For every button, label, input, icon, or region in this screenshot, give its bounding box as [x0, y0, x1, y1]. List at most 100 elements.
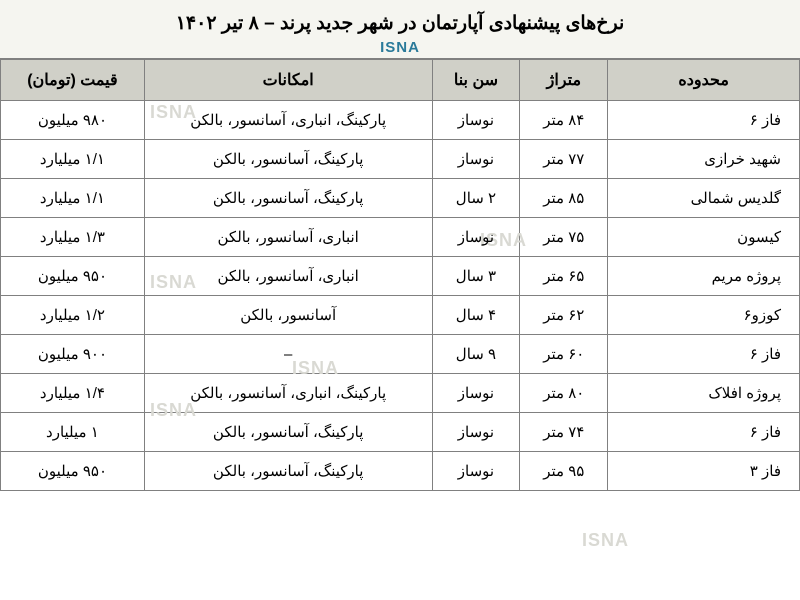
cell-text: پارکینگ، انباری، آسانسور، بالکن: [190, 112, 386, 129]
cell-text: فاز ۶: [750, 112, 781, 129]
table-row: پروژه مریم ۶۵ متر ۳ سال انباری، آسانسور، با…: [1, 257, 800, 296]
table-row: فاز ۶ ۶۰ متر ۹ سال – ۹۰۰ میلیون: [1, 335, 800, 374]
col-header-features: امکانات: [144, 60, 432, 101]
price-table: محدوده متراژ سن بنا امکانات قیمت (تومان)…: [0, 59, 800, 491]
cell-text: شهید خرازی: [704, 151, 781, 168]
cell-text: انباری، آسانسور، بالکن: [218, 229, 359, 246]
cell-text: پروژه مریم: [712, 268, 781, 285]
cell-features: پارکینگ، آسانسور، بالکن: [144, 452, 432, 491]
cell-text: نوساز: [458, 385, 494, 402]
cell-text: پارکینگ، انباری، آسانسور، بالکن: [190, 385, 386, 402]
cell-text: نوساز: [458, 151, 494, 168]
cell-age: نوساز: [432, 218, 520, 257]
cell-text: فاز ۶: [750, 424, 781, 441]
cell-features: پارکینگ، آسانسور، بالکن: [144, 179, 432, 218]
cell-text: ۹۸۰ میلیون: [38, 112, 107, 129]
cell-size: ۶۵ متر: [520, 257, 608, 296]
cell-size: ۷۷ متر: [520, 140, 608, 179]
table-container: نرخ‌های پیشنهادی آپارتمان در شهر جدید پر…: [0, 0, 800, 491]
cell-area: فاز ۶: [608, 413, 800, 452]
cell-area: پروژه افلاک: [608, 374, 800, 413]
cell-features: انباری، آسانسور، بالکن: [144, 257, 432, 296]
cell-price: ۱/۱ میلیارد: [1, 179, 145, 218]
cell-area: شهید خرازی: [608, 140, 800, 179]
cell-text: کوزو۶: [744, 307, 781, 324]
cell-text: ۷۴ متر: [543, 424, 584, 441]
cell-size: ۶۲ متر: [520, 296, 608, 335]
table-header: محدوده متراژ سن بنا امکانات قیمت (تومان): [1, 60, 800, 101]
cell-size: ۶۰ متر: [520, 335, 608, 374]
cell-text: –: [284, 346, 292, 363]
cell-text: ۹۵۰ میلیون: [38, 268, 107, 285]
cell-text: ۸۵ متر: [543, 190, 584, 207]
cell-text: نوساز: [458, 463, 494, 480]
cell-price: ۹۵۰ میلیون: [1, 257, 145, 296]
cell-text: آسانسور، بالکن: [240, 307, 336, 324]
table-row: پروژه افلاک ۸۰ متر نوساز پارکینگ، انباری، آ…: [1, 374, 800, 413]
cell-text: پارکینگ، آسانسور، بالکن: [213, 424, 364, 441]
cell-age: ۲ سال: [432, 179, 520, 218]
cell-price: ۱/۳ میلیارد: [1, 218, 145, 257]
cell-text: ۸۰ متر: [543, 385, 584, 402]
cell-text: ۶۵ متر: [543, 268, 584, 285]
cell-text: ۹۵۰ میلیون: [38, 463, 107, 480]
source-label: ISNA: [0, 39, 800, 56]
cell-text: ۱/۲ میلیارد: [40, 307, 105, 324]
cell-text: ۴ سال: [456, 307, 496, 324]
cell-age: ۴ سال: [432, 296, 520, 335]
cell-features: پارکینگ، آسانسور، بالکن: [144, 140, 432, 179]
page-title: نرخ‌های پیشنهادی آپارتمان در شهر جدید پر…: [0, 12, 800, 35]
table-row: کیسون ۷۵ متر نوساز انباری، آسانسور، بالکن ۱/…: [1, 218, 800, 257]
cell-text: ۸۴ متر: [543, 112, 584, 129]
cell-price: ۹۰۰ میلیون: [1, 335, 145, 374]
cell-price: ۱ میلیارد: [1, 413, 145, 452]
cell-text: ۹ سال: [456, 346, 496, 363]
cell-text: ۱/۱ میلیارد: [40, 190, 105, 207]
cell-size: ۸۵ متر: [520, 179, 608, 218]
col-header-area: محدوده: [608, 60, 800, 101]
cell-area: پروژه مریم: [608, 257, 800, 296]
table-row: کوزو۶ ۶۲ متر ۴ سال آسانسور، بالکن ۱/۲ میلیار…: [1, 296, 800, 335]
cell-text: نوساز: [458, 424, 494, 441]
cell-text: پروژه افلاک: [708, 385, 781, 402]
col-header-price: قیمت (تومان): [1, 60, 145, 101]
cell-text: ۱ میلیارد: [46, 424, 99, 441]
cell-price: ۱/۱ میلیارد: [1, 140, 145, 179]
cell-text: ۷۷ متر: [543, 151, 584, 168]
cell-text: کیسون: [737, 229, 781, 246]
cell-age: نوساز: [432, 413, 520, 452]
cell-text: گلدیس شمالی: [691, 190, 781, 207]
cell-text: ۷۵ متر: [543, 229, 584, 246]
cell-features: –: [144, 335, 432, 374]
cell-area: فاز ۶: [608, 101, 800, 140]
cell-price: ۹۵۰ میلیون: [1, 452, 145, 491]
cell-text: نوساز: [458, 229, 494, 246]
col-header-size: متراژ: [520, 60, 608, 101]
cell-size: ۹۵ متر: [520, 452, 608, 491]
cell-area: کوزو۶: [608, 296, 800, 335]
cell-text: ۹۰۰ میلیون: [38, 346, 107, 363]
cell-features: انباری، آسانسور، بالکن: [144, 218, 432, 257]
cell-age: نوساز: [432, 452, 520, 491]
cell-text: ۱/۴ میلیارد: [40, 385, 105, 402]
cell-text: ۳ سال: [456, 268, 496, 285]
cell-text: فاز ۳: [750, 463, 781, 480]
cell-text: فاز ۶: [750, 346, 781, 363]
table-row: گلدیس شمالی ۸۵ متر ۲ سال پارکینگ، آسانسور، …: [1, 179, 800, 218]
cell-text: پارکینگ، آسانسور، بالکن: [213, 190, 364, 207]
cell-area: فاز ۶: [608, 335, 800, 374]
table-row: فاز ۳ ۹۵ متر نوساز پارکینگ، آسانسور، بالکن ۹…: [1, 452, 800, 491]
cell-features: پارکینگ، انباری، آسانسور، بالکن: [144, 374, 432, 413]
cell-price: ۹۸۰ میلیون: [1, 101, 145, 140]
table-row: شهید خرازی ۷۷ متر نوساز پارکینگ، آسانسور، ب…: [1, 140, 800, 179]
cell-text: ۲ سال: [456, 190, 496, 207]
cell-price: ۱/۲ میلیارد: [1, 296, 145, 335]
cell-text: ۶۲ متر: [543, 307, 584, 324]
cell-text: پارکینگ، آسانسور، بالکن: [213, 463, 364, 480]
table-body: فاز ۶ ۸۴ متر نوساز پارکینگ، انباری، آسانسور…: [1, 101, 800, 491]
cell-age: ۹ سال: [432, 335, 520, 374]
cell-age: نوساز: [432, 374, 520, 413]
cell-age: نوساز: [432, 101, 520, 140]
cell-text: ۱/۱ میلیارد: [40, 151, 105, 168]
cell-size: ۷۴ متر: [520, 413, 608, 452]
